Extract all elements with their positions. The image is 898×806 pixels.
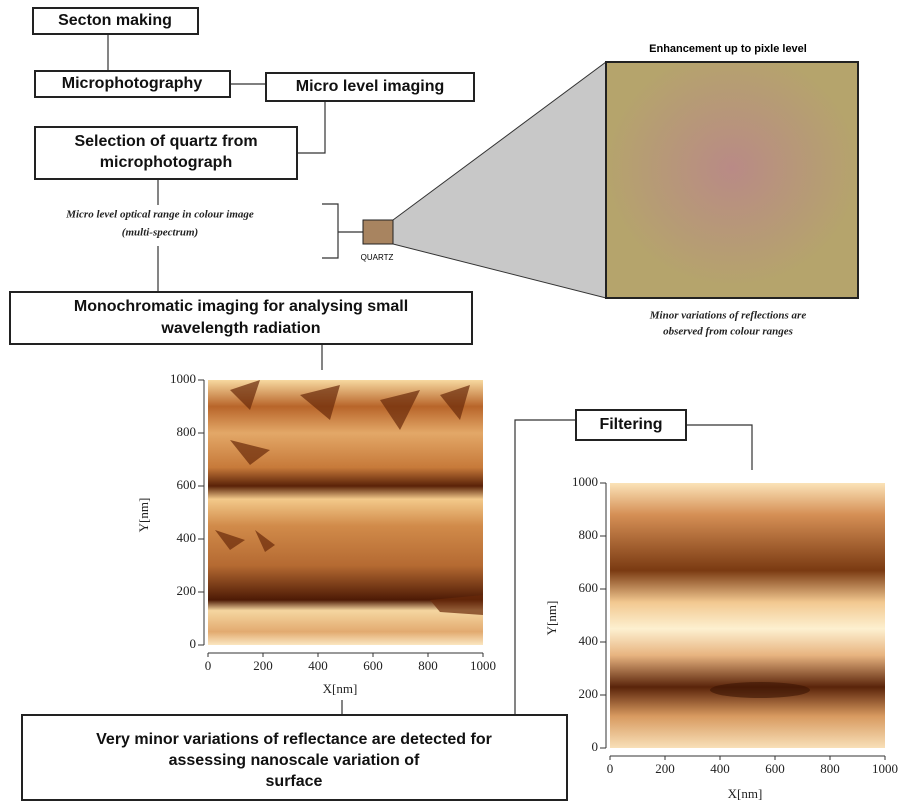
x-tick-label: 1000 (872, 761, 898, 776)
y-tick-label: 400 (177, 530, 197, 545)
y-tick-label: 0 (190, 636, 197, 651)
y-axis-label: Y[nm] (136, 498, 151, 533)
box (9, 291, 473, 345)
x-axis-label: X[nm] (728, 786, 763, 801)
x-tick-label: 800 (418, 658, 438, 673)
quartz-sample (362, 219, 394, 245)
pixel-image (605, 61, 859, 299)
x-tick-label: 200 (655, 761, 675, 776)
x-tick-label: 200 (253, 658, 273, 673)
x-tick-label: 600 (765, 761, 785, 776)
quartz-label: QUARTZ (361, 253, 394, 262)
box-text: Secton making (58, 12, 172, 29)
caption: observed from colour ranges (663, 326, 793, 338)
y-tick-label: 600 (579, 580, 599, 595)
caption: Minor variations of reflections are (649, 310, 807, 322)
annotation: Micro level optical range in colour imag… (65, 209, 254, 221)
box-text: Microphotography (62, 75, 203, 92)
box-text: Filtering (599, 416, 662, 433)
x-tick-label: 0 (205, 658, 212, 673)
x-axis-label: X[nm] (323, 681, 358, 696)
box (32, 7, 199, 35)
y-tick-label: 600 (177, 477, 197, 492)
box (575, 409, 687, 441)
box-text: Monochromatic imaging for analysing smal… (74, 298, 408, 315)
y-tick-label: 200 (177, 583, 197, 598)
y-tick-label: 200 (579, 686, 599, 701)
y-tick-label: 800 (177, 424, 197, 439)
box-text: wavelength radiation (160, 320, 320, 337)
connectors (107, 34, 753, 741)
y-tick-label: 400 (579, 633, 599, 648)
annotation: (multi-spectrum) (122, 227, 198, 239)
heatmap-texture (215, 380, 483, 615)
x-tick-label: 0 (607, 761, 614, 776)
box (34, 126, 298, 180)
y-tick-label: 1000 (572, 474, 598, 489)
box (21, 714, 568, 801)
x-tick-label: 600 (363, 658, 383, 673)
box-text: surface (266, 773, 323, 790)
y-axis-label: Y[nm] (544, 601, 559, 636)
x-tick-label: 800 (820, 761, 840, 776)
box-text: microphotograph (100, 154, 232, 171)
box-text: Very minor variations of reflectance are… (96, 731, 492, 748)
heatmap-texture (710, 682, 810, 698)
x-tick-label: 1000 (470, 658, 496, 673)
x-tick-label: 400 (710, 761, 730, 776)
heatmap (610, 483, 885, 748)
box (265, 72, 475, 102)
y-tick-label: 0 (592, 739, 599, 754)
image-title: Enhancement up to pixle level (649, 43, 807, 55)
box-text: Selection of quartz from (74, 133, 257, 150)
box-text: Micro level imaging (296, 78, 444, 95)
box (34, 70, 231, 98)
box-text: assessing nanoscale variation of (169, 752, 420, 769)
x-tick-label: 400 (308, 658, 328, 673)
y-tick-label: 800 (579, 527, 599, 542)
y-tick-label: 1000 (170, 371, 196, 386)
